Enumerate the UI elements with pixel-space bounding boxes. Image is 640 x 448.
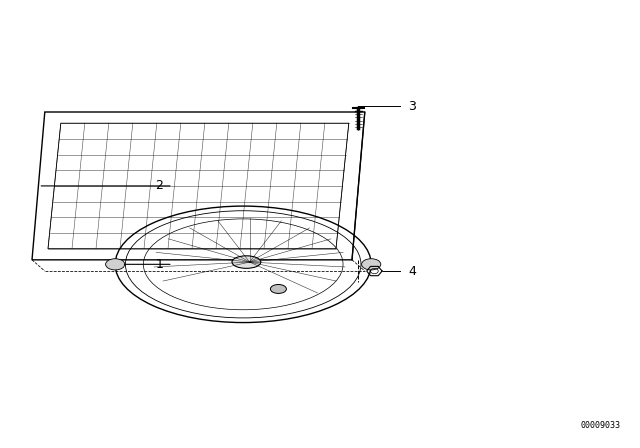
Ellipse shape (270, 284, 287, 293)
Text: 1: 1 (156, 258, 163, 271)
Ellipse shape (106, 259, 125, 270)
Text: 2: 2 (156, 179, 163, 193)
Text: 4: 4 (408, 264, 416, 278)
Text: 3: 3 (408, 99, 416, 113)
Text: 00009033: 00009033 (581, 421, 621, 430)
Ellipse shape (232, 256, 261, 268)
Ellipse shape (362, 259, 381, 270)
